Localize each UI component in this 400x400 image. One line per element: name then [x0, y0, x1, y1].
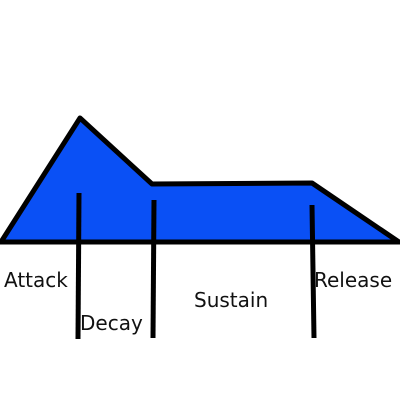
- sustain-label: Sustain: [194, 288, 268, 312]
- attack-decay-divider: [75, 192, 82, 340]
- release-label: Release: [314, 268, 392, 292]
- envelope-shape: [0, 115, 400, 245]
- decay-sustain-divider: [150, 199, 157, 339]
- attack-label: Attack: [4, 268, 68, 292]
- decay-label: Decay: [80, 311, 143, 335]
- sustain-release-divider: [309, 204, 317, 339]
